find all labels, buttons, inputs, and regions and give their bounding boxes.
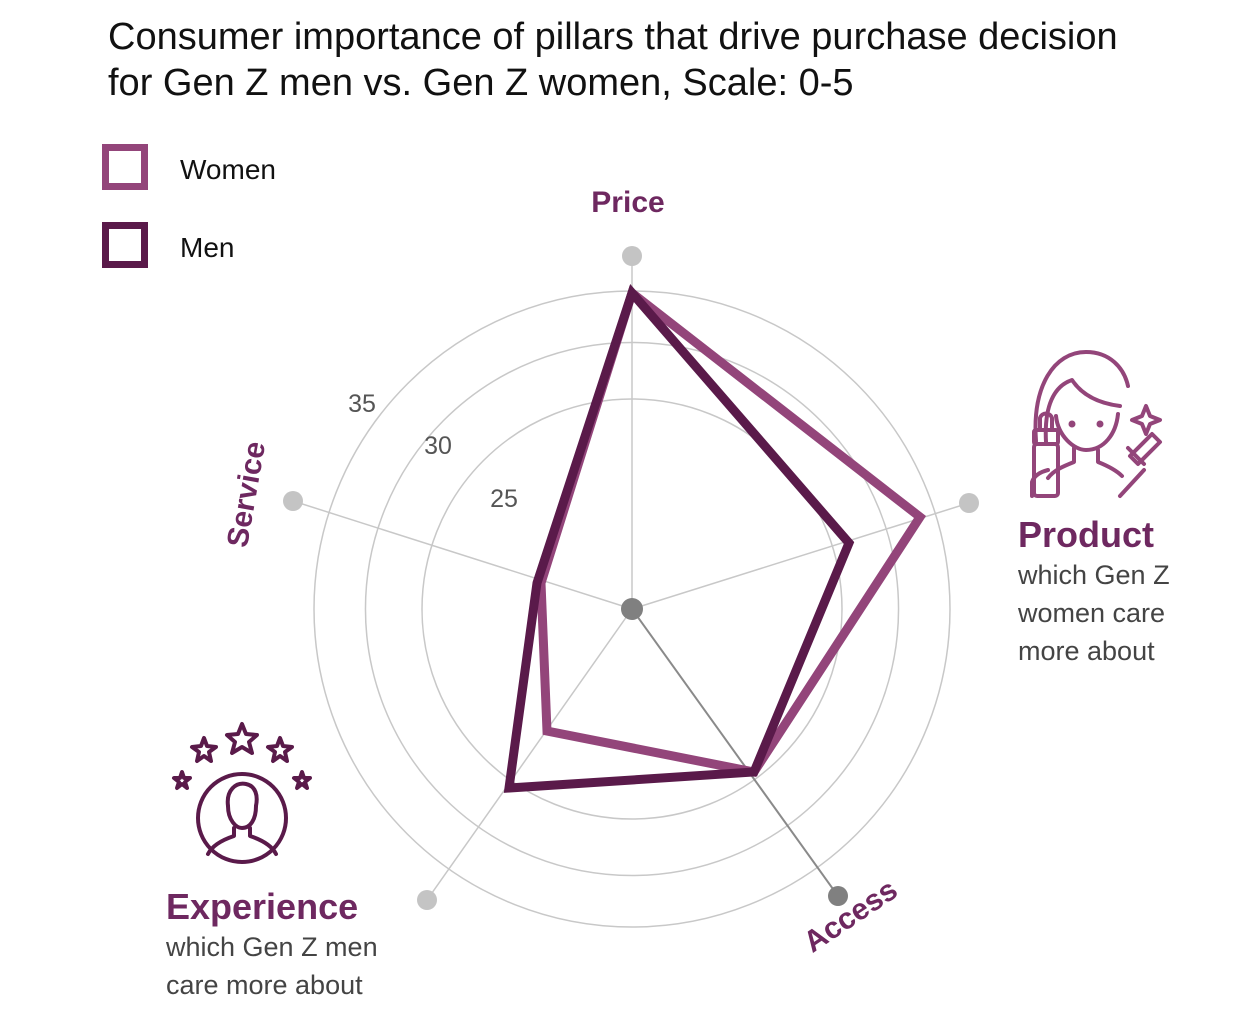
series-women-polygon [536, 285, 927, 778]
axis-label-service: Service [221, 439, 272, 550]
axis-line-service [292, 500, 633, 610]
axis-end-dot-price [622, 246, 642, 266]
legend-label-women: Women [180, 154, 276, 185]
axis-end-dot-access [828, 886, 848, 906]
ring-label-35: 35 [348, 390, 376, 418]
axis-label-access: Access [798, 873, 904, 959]
legend-swatch-men [102, 222, 148, 268]
experience-annotation-line-1: which Gen Z men [166, 932, 378, 962]
center-dot [621, 598, 643, 620]
product-annotation-line-2: women care [1018, 598, 1166, 628]
axis-end-dot-product [959, 493, 979, 513]
axis-line-access [631, 608, 839, 897]
product-annotation-line-1: which Gen Z [1018, 560, 1170, 590]
experience-annotation-line-2: care more about [166, 970, 363, 1000]
woman-makeup-icon [1024, 346, 1164, 511]
product-annotation: Product which Gen Z women care more abou… [1018, 514, 1228, 670]
axis-end-dot-experience [417, 890, 437, 910]
ring-label-25: 25 [490, 485, 518, 513]
man-with-stars-icon [166, 720, 318, 877]
axis-line-experience [426, 608, 633, 901]
product-annotation-title: Product [1018, 514, 1155, 555]
series-men-polygon [503, 284, 855, 793]
legend-swatch-women [102, 144, 148, 190]
product-annotation-line-3: more about [1018, 636, 1155, 666]
chart-title: Consumer importance of pillars that driv… [108, 16, 1118, 104]
axis-end-dot-service [283, 491, 303, 511]
experience-annotation: Experience which Gen Z men care more abo… [166, 886, 466, 1004]
axis-label-price: Price [591, 186, 664, 219]
experience-annotation-title: Experience [166, 886, 359, 927]
ring-label-30: 30 [424, 432, 452, 460]
legend-label-men: Men [180, 232, 235, 263]
